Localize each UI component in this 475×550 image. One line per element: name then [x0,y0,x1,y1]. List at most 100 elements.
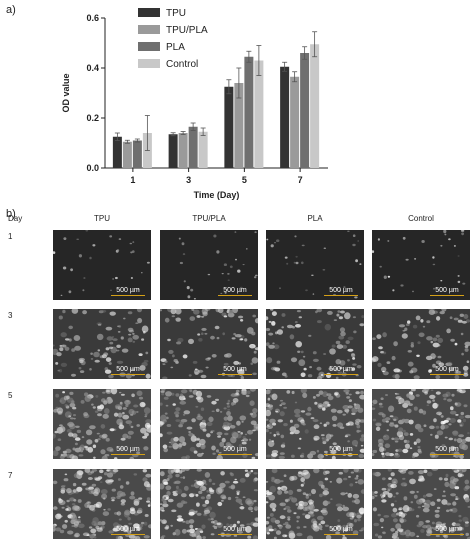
cell [322,507,327,511]
cell [111,488,116,492]
cell [254,274,258,277]
cell [276,433,280,436]
cell [204,472,211,478]
cell [252,314,256,318]
cell [378,346,383,350]
cell [160,519,163,522]
cell [55,393,60,398]
cell [106,389,110,393]
cell [398,402,401,405]
cell [170,366,174,369]
cell [57,438,62,441]
cell [437,344,441,347]
cell [435,375,441,379]
cell [426,336,433,341]
cell [289,334,295,340]
cell [269,432,272,434]
cell [351,407,358,413]
cell [302,392,308,399]
cell [355,391,360,395]
cell [413,375,420,379]
cell [71,455,79,459]
cell-texture [372,469,470,539]
cell [201,332,204,335]
cell [277,329,283,335]
cell [291,454,295,458]
cell [457,419,462,423]
cell [441,494,447,498]
cell [120,336,124,340]
cell [181,242,185,246]
cell [109,428,115,432]
cell [223,362,229,366]
cell [101,309,107,313]
cell [430,433,433,436]
cell [171,509,177,513]
cell [305,289,308,292]
cell [182,441,187,446]
cell [90,471,95,474]
cell [89,368,92,371]
cell [311,488,316,495]
cell [378,438,384,445]
cell [62,524,68,529]
cell [209,511,216,519]
cell [397,448,403,452]
cell [467,505,470,508]
cell [286,262,289,265]
cell [454,342,458,346]
cell [105,357,112,362]
cell [108,374,114,379]
cell [302,355,306,358]
cell [450,406,454,411]
cell [172,532,176,536]
cell [53,251,56,254]
cell [116,490,124,498]
cell [250,344,254,349]
cell [267,404,274,408]
cell [421,240,425,243]
cell [337,310,341,313]
y-tick-label: 0.6 [86,13,99,23]
y-tick-label: 0.4 [86,63,99,73]
cell [356,365,362,369]
cell [196,415,203,421]
cell [346,411,349,414]
cell [336,313,340,317]
cell [322,490,330,495]
cell [312,520,318,525]
cell [99,481,103,483]
cell [336,409,343,414]
cell [325,534,332,539]
cell [312,396,316,399]
cell [173,359,178,363]
cell [202,428,207,432]
cell [351,516,355,518]
cell [404,484,407,487]
cell [55,446,61,451]
cell [221,437,226,443]
cell [417,448,422,453]
cell [380,496,385,499]
cell [357,518,361,522]
cell [188,511,195,516]
cell [440,244,443,247]
cell [195,493,199,497]
cell [215,487,223,495]
cell [59,529,65,534]
cell [342,413,346,416]
cell [55,513,62,520]
y-tick-label: 0.2 [86,113,99,123]
scale-bar-line [430,294,464,296]
cell [462,389,466,392]
cell [463,314,469,319]
cell [97,521,103,526]
cell [430,501,436,506]
cell [330,450,337,454]
cell [465,436,470,442]
cell [435,524,442,528]
cell [300,421,305,425]
cell [186,529,192,533]
cell [91,483,97,487]
cell [136,451,141,455]
